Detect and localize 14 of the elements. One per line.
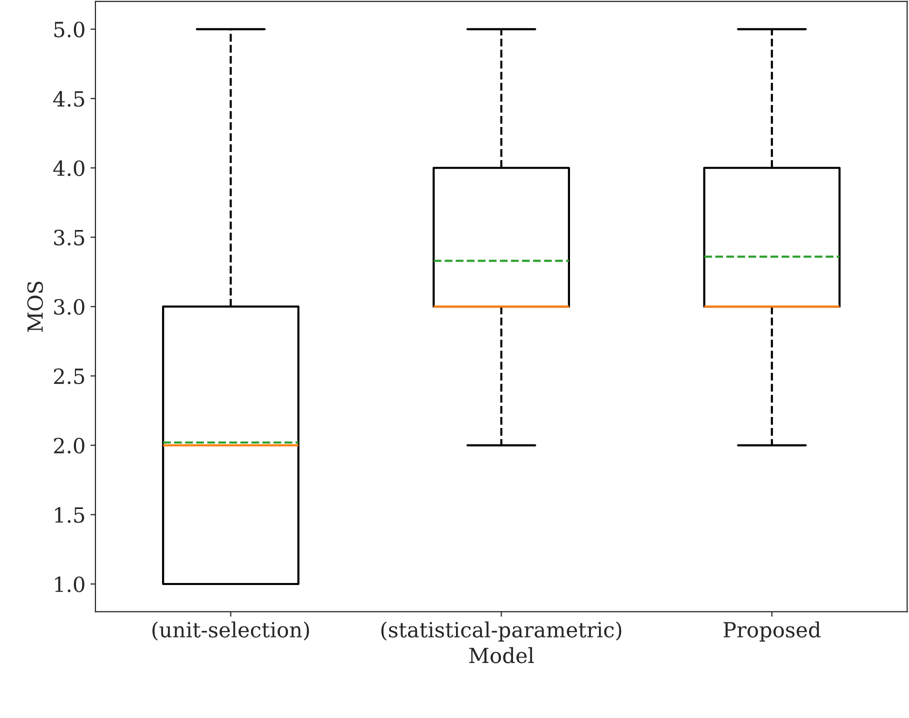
x-tick-label: (statistical-parametric) xyxy=(381,621,622,642)
y-tick-label: 1.5 xyxy=(55,507,84,523)
x-axis-title: Model xyxy=(469,647,534,664)
x-tick-label: Proposed xyxy=(724,621,821,642)
y-tick-label: 1.0 xyxy=(55,576,84,592)
y-tick-label: 3.0 xyxy=(54,299,84,315)
y-tick-label: 2.5 xyxy=(54,368,84,384)
y-tick-label: 2.0 xyxy=(54,438,84,454)
y-tick-label: 4.0 xyxy=(53,160,84,176)
y-tick-label: 5.0 xyxy=(54,22,84,38)
y-tick-label: 4.5 xyxy=(53,90,84,107)
x-tick-label: (unit-selection) xyxy=(152,621,310,641)
y-axis-title: MOS xyxy=(27,282,43,332)
y-tick-label: 3.5 xyxy=(54,230,84,246)
